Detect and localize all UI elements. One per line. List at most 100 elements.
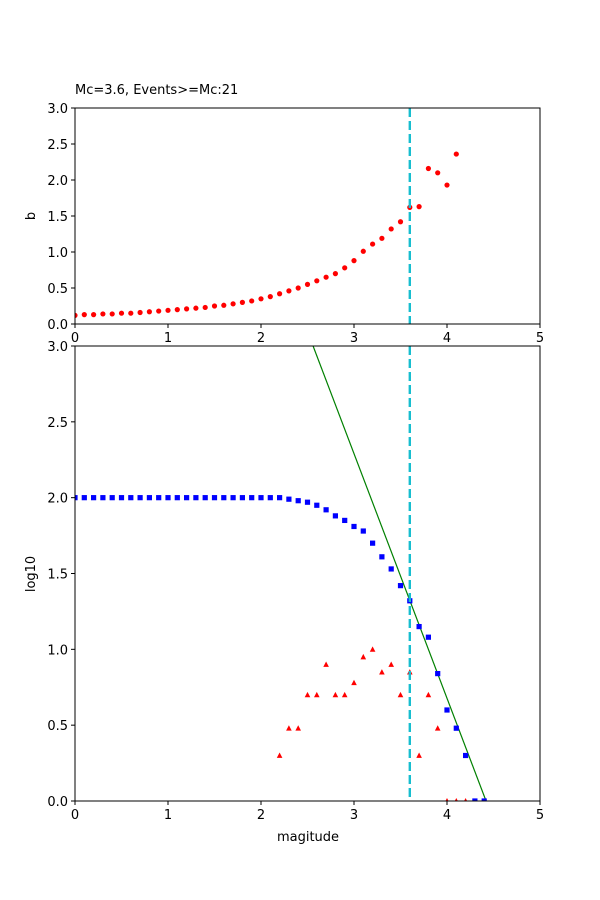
top-data-point bbox=[221, 302, 227, 308]
bottom-cumulative-point bbox=[230, 495, 236, 501]
top-data-point bbox=[267, 294, 273, 300]
bottom-cumulative-point bbox=[472, 798, 478, 801]
bottom-cumulative-point bbox=[286, 496, 292, 502]
top-data-point bbox=[174, 307, 180, 313]
bottom-cumulative-point bbox=[332, 513, 338, 519]
top-data-point bbox=[230, 301, 236, 307]
top-data-point bbox=[295, 285, 301, 291]
bottom-cumulative-point bbox=[81, 495, 87, 501]
bottom-cumulative-point bbox=[267, 495, 273, 501]
bottom-cumulative-point bbox=[174, 495, 180, 501]
top-y-tick-label: 1.5 bbox=[47, 210, 68, 225]
bottom-cumulative-point bbox=[435, 671, 441, 677]
bottom-cumulative-point bbox=[118, 495, 125, 501]
bottom-noncumulative-point bbox=[434, 725, 441, 731]
bottom-y-tick-label: 1.0 bbox=[47, 643, 68, 658]
top-data-point bbox=[323, 274, 329, 280]
bottom-cumulative-point bbox=[444, 707, 450, 713]
bottom-cumulative-point bbox=[295, 498, 301, 504]
top-data-point bbox=[360, 248, 366, 254]
bottom-noncumulative-point bbox=[464, 798, 468, 801]
bottom-fit-line bbox=[312, 346, 487, 801]
top-y-tick-label: 0.0 bbox=[47, 318, 68, 333]
top-data-point bbox=[211, 303, 218, 309]
bottom-cumulative-point bbox=[360, 528, 366, 534]
bottom-y-tick-label: 1.5 bbox=[47, 568, 68, 583]
top-data-point bbox=[81, 312, 87, 318]
bottom-y-tick-label: 0.5 bbox=[47, 719, 68, 734]
top-data-point bbox=[118, 310, 125, 316]
bottom-cumulative-point bbox=[249, 495, 255, 501]
bottom-cumulative-point bbox=[193, 495, 199, 501]
bottom-cumulative-point bbox=[388, 566, 394, 572]
top-x-tick-label: 1 bbox=[164, 331, 172, 346]
bottom-cumulative-point bbox=[221, 495, 227, 501]
top-data-point bbox=[277, 291, 283, 297]
top-data-point bbox=[91, 312, 97, 318]
top-data-point bbox=[444, 182, 450, 188]
top-x-tick-label: 4 bbox=[443, 331, 451, 346]
bottom-cumulative-point bbox=[239, 495, 245, 501]
bottom-x-tick-label: 5 bbox=[536, 808, 544, 823]
panel-top-title: Mc=3.6, Events>=Mc:21 bbox=[75, 83, 238, 98]
top-data-point bbox=[351, 258, 357, 264]
bottom-cumulative-point bbox=[277, 495, 283, 501]
bottom-noncumulative-point bbox=[276, 752, 283, 758]
bottom-x-tick-label: 0 bbox=[71, 808, 79, 823]
bottom-noncumulative-point bbox=[341, 691, 348, 698]
top-data-point bbox=[370, 241, 376, 247]
bottom-cumulative-point bbox=[351, 523, 357, 530]
top-data-point bbox=[286, 288, 292, 294]
panel-bottom-frame bbox=[74, 345, 541, 802]
panel-bottom-xlabel: magitude bbox=[277, 830, 339, 845]
bottom-cumulative-point bbox=[314, 502, 320, 508]
bottom-cumulative-point bbox=[463, 752, 469, 759]
bottom-cumulative-point bbox=[323, 507, 329, 513]
top-data-point bbox=[184, 306, 190, 312]
bottom-cumulative-point bbox=[397, 583, 404, 589]
b-value-panel: Mc=3.6, Events>=Mc:21 b 0 1 2 3 4 5 0.0 0.5 1.0 1… bbox=[24, 83, 544, 346]
top-x-tick-label: 0 bbox=[71, 331, 79, 346]
bottom-cumulative-point bbox=[342, 517, 348, 524]
top-data-point bbox=[165, 307, 171, 313]
bottom-noncumulative-point bbox=[360, 653, 367, 660]
bottom-noncumulative-point bbox=[314, 691, 320, 698]
top-data-point bbox=[249, 298, 255, 304]
top-x-tick-label: 3 bbox=[350, 331, 358, 346]
bottom-noncumulative-point bbox=[295, 725, 301, 731]
bottom-cumulative-point bbox=[100, 495, 106, 501]
bottom-x-tick-label: 1 bbox=[164, 808, 172, 823]
top-data-point bbox=[100, 311, 106, 317]
top-y-tick-label: 0.5 bbox=[47, 282, 68, 297]
bottom-x-tick-label: 3 bbox=[350, 808, 358, 823]
top-data-point bbox=[75, 312, 78, 318]
bottom-noncumulative-point bbox=[323, 661, 329, 667]
bottom-noncumulative-point bbox=[425, 691, 432, 698]
panel-top-frame bbox=[74, 107, 541, 325]
top-data-point bbox=[156, 308, 162, 314]
bottom-cumulative-point bbox=[75, 495, 78, 501]
top-plot-area bbox=[75, 108, 459, 324]
top-data-point bbox=[109, 311, 115, 317]
bottom-cumulative-point bbox=[258, 495, 264, 501]
bottom-cumulative-point bbox=[202, 495, 208, 501]
bottom-x-tick-label: 2 bbox=[257, 808, 265, 823]
bottom-y-tick-label: 2.0 bbox=[47, 492, 68, 507]
bottom-noncumulative-point bbox=[304, 691, 311, 698]
top-data-point bbox=[435, 170, 441, 176]
bottom-cumulative-point bbox=[184, 495, 190, 501]
bottom-noncumulative-point bbox=[351, 679, 357, 686]
top-data-point bbox=[416, 204, 422, 210]
bottom-cumulative-point bbox=[481, 798, 487, 801]
top-data-point bbox=[397, 219, 404, 225]
panel-bottom-ylabel: log10 bbox=[24, 556, 39, 592]
bottom-cumulative-point bbox=[156, 495, 162, 501]
top-data-point bbox=[193, 305, 199, 311]
top-data-point bbox=[388, 226, 394, 232]
top-data-point bbox=[146, 309, 152, 315]
bottom-cumulative-point bbox=[128, 495, 134, 501]
bottom-noncumulative-point bbox=[369, 646, 376, 652]
top-data-point bbox=[342, 265, 348, 271]
